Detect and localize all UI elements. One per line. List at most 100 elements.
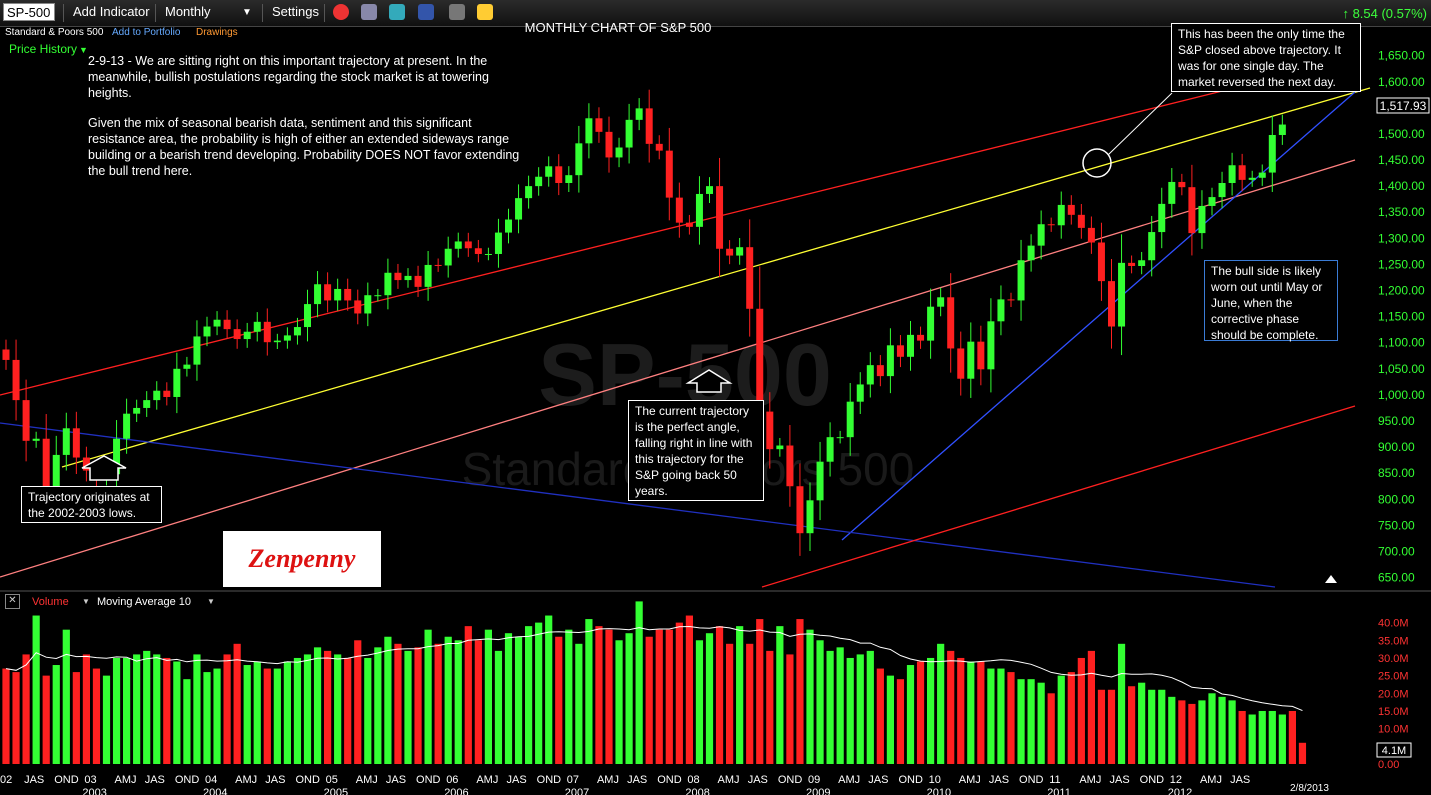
- candle-body: [193, 336, 201, 365]
- x-tick-label: OND: [898, 774, 923, 786]
- x-tick-label: OND: [416, 774, 441, 786]
- volume-bar: [605, 629, 613, 764]
- volume-bar: [334, 654, 342, 764]
- x-tick-label: 07: [567, 774, 579, 786]
- candle-body: [283, 335, 291, 341]
- candle-body: [133, 407, 141, 414]
- facebook-icon[interactable]: [418, 4, 434, 20]
- chevron-down-icon[interactable]: ▼: [82, 597, 90, 606]
- main-annotation-p1: 2-9-13 - We are sitting right on this im…: [88, 54, 489, 100]
- volume-bar: [504, 633, 513, 764]
- price-tick-label: 1,000.00: [1378, 388, 1425, 402]
- volume-bar: [615, 640, 623, 764]
- volume-header: ✕ Volume ▼ Moving Average 10 ▼: [0, 594, 1431, 612]
- note-icon[interactable]: [477, 4, 493, 20]
- volume-bar: [444, 636, 452, 764]
- volume-bar: [555, 636, 563, 764]
- twitter-icon[interactable]: [389, 4, 405, 20]
- candle-body: [1268, 134, 1276, 173]
- top-right-annotation: This has been the only time the S&P clos…: [1171, 23, 1361, 92]
- candle-body: [42, 438, 50, 492]
- volume-bar: [1218, 696, 1226, 764]
- candle-body: [82, 457, 90, 471]
- candle-body: [997, 299, 1005, 322]
- instrument-name: Standard & Poors 500: [5, 27, 104, 38]
- price-tick-label: 1,300.00: [1378, 231, 1425, 245]
- last-volume-box: [1376, 742, 1412, 758]
- volume-bar: [645, 636, 653, 764]
- candle-body: [1208, 197, 1216, 206]
- volume-bar: [1097, 689, 1106, 764]
- price-tick-label: 1,100.00: [1378, 336, 1425, 350]
- x-tick-label: JAS: [145, 774, 165, 786]
- x-tick-label: 12: [1170, 774, 1182, 786]
- period-select[interactable]: Monthly: [165, 4, 211, 19]
- candle-body: [384, 272, 392, 296]
- candle-body: [776, 445, 784, 450]
- symbol-input[interactable]: SP-500: [3, 3, 55, 21]
- candle-body: [1178, 181, 1186, 188]
- settings-button[interactable]: Settings: [272, 4, 319, 19]
- candle-body: [937, 297, 945, 307]
- volume-bar: [454, 640, 462, 764]
- candle-body: [1198, 205, 1206, 234]
- x-tick-label: OND: [295, 774, 320, 786]
- volume-bar: [394, 643, 402, 764]
- price-tick-label: 800.00: [1378, 492, 1415, 506]
- x-tick-label: JAS: [748, 774, 768, 786]
- chevron-down-icon[interactable]: ▼: [207, 597, 215, 606]
- volume-bar: [514, 636, 523, 764]
- volume-bar: [404, 650, 412, 764]
- volume-bar: [163, 657, 171, 764]
- x-tick-label: JAS: [868, 774, 888, 786]
- x-tick-label: AMJ: [476, 774, 498, 786]
- print-icon[interactable]: [361, 4, 377, 20]
- candle-body: [675, 197, 683, 223]
- volume-bar: [183, 679, 191, 764]
- volume-bar: [42, 675, 50, 764]
- volume-bar: [1258, 710, 1266, 764]
- toolbar: SP-500 Add Indicator Monthly ▼ Settings …: [0, 0, 1431, 27]
- price-tick-label: 1,450.00: [1378, 153, 1425, 167]
- volume-bar: [836, 647, 844, 764]
- x-tick-label: AMJ: [1079, 774, 1101, 786]
- drawings-link[interactable]: Drawings: [196, 27, 238, 38]
- volume-bar: [1087, 650, 1095, 764]
- chevron-down-icon[interactable]: ▼: [79, 45, 88, 55]
- origin-annotation: Trajectory originates at the 2002-2003 l…: [21, 486, 162, 523]
- candle-body: [565, 175, 573, 184]
- link-icon[interactable]: [449, 4, 465, 20]
- volume-tick-label: 10.0M: [1378, 724, 1409, 736]
- clock-icon[interactable]: [333, 4, 349, 20]
- close-icon[interactable]: ✕: [5, 594, 20, 609]
- x-tick-label: 09: [808, 774, 820, 786]
- volume-bar: [62, 629, 70, 764]
- trend-line: [761, 405, 1356, 588]
- add-to-portfolio-link[interactable]: Add to Portfolio: [112, 27, 181, 38]
- chevron-down-icon[interactable]: ▼: [242, 7, 252, 18]
- year-label: 2010: [927, 787, 951, 795]
- x-tick-label: OND: [175, 774, 200, 786]
- candle-body: [625, 119, 633, 148]
- volume-label: Volume: [32, 596, 69, 608]
- candle-body: [1158, 203, 1166, 233]
- add-indicator-button[interactable]: Add Indicator: [73, 4, 150, 19]
- year-label: 2004: [203, 787, 227, 795]
- candle-body: [474, 248, 482, 254]
- scroll-up-icon[interactable]: [1325, 575, 1337, 583]
- candle-body: [113, 438, 121, 475]
- volume-bar: [957, 657, 965, 764]
- volume-bar: [173, 661, 181, 764]
- x-tick-label: AMJ: [838, 774, 860, 786]
- volume-bar: [1007, 672, 1015, 764]
- candle-body: [304, 304, 311, 328]
- candle-body: [786, 445, 794, 487]
- candle-body: [907, 334, 914, 357]
- chart-title: MONTHLY CHART OF S&P 500: [525, 20, 712, 35]
- candle-body: [223, 319, 231, 330]
- volume-axis: 0.00 10.0M 15.0M 20.0M 25.0M 30.0M 35.0M 40.0M: [1378, 618, 1409, 771]
- candle-body: [263, 321, 271, 343]
- volume-bar: [776, 626, 784, 764]
- volume-bar: [283, 661, 291, 764]
- volume-bar: [112, 657, 121, 764]
